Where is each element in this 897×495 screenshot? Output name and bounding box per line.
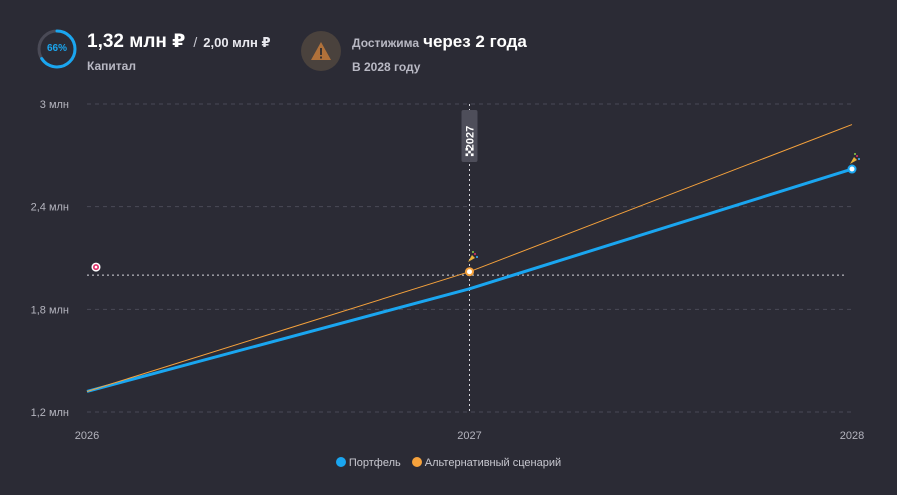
summary-header: 66% 1,32 млн ₽ / 2,00 млн ₽ Капитал Достиж… <box>0 0 897 90</box>
x-tick-label: 2026 <box>75 430 99 442</box>
progress-ring-graphic <box>37 29 77 69</box>
capital-target: 2,00 млн ₽ <box>203 35 271 50</box>
chart-legend: Портфель Альтернативный сценарий <box>0 457 897 469</box>
checkered-flag-icon <box>465 148 474 157</box>
reach-summary: Достижима через 2 года <box>352 32 527 52</box>
legend-label-portfolio: Портфель <box>348 457 401 469</box>
capital-summary: 1,32 млн ₽ / 2,00 млн ₽ <box>87 30 271 53</box>
legend-label-alternative: Альтернативный сценарий <box>424 457 562 469</box>
legend-dot-alternative <box>411 457 422 467</box>
target-icon <box>91 262 101 272</box>
year-marker-label: 2027 <box>465 126 477 150</box>
y-tick-label: 1,8 млн <box>31 304 69 316</box>
y-tick-label: 1,2 млн <box>31 407 69 419</box>
x-tick-label: 2027 <box>457 430 481 442</box>
reach-duration: через 2 года <box>423 32 527 51</box>
warning-badge <box>301 31 341 71</box>
legend-dot-portfolio <box>335 457 346 467</box>
legend-item-portfolio[interactable]: Портфель <box>335 457 401 469</box>
party-popper-icon <box>468 251 478 262</box>
party-popper-icon-end <box>850 153 860 164</box>
legend-item-alternative[interactable]: Альтернативный сценарий <box>411 457 562 469</box>
reach-prefix: Достижима <box>352 36 420 50</box>
x-tick-label: 2028 <box>840 430 864 442</box>
capital-label: Капитал <box>87 59 136 73</box>
progress-percent: 66% <box>46 43 67 54</box>
y-tick-label: 2,4 млн <box>31 202 69 214</box>
progress-ring: 66% <box>36 28 78 70</box>
y-tick-label: 3 млн <box>40 99 69 111</box>
series-line-portfolio <box>86 167 853 393</box>
alternative-midpoint <box>465 267 474 277</box>
capital-value: 1,32 млн ₽ <box>87 31 186 52</box>
portfolio-end-point <box>847 164 857 174</box>
reach-year: В 2028 году <box>352 60 421 74</box>
year-marker-badge: 2027 <box>461 110 478 162</box>
warning-triangle-icon <box>311 42 331 60</box>
capital-separator: / <box>193 34 198 50</box>
